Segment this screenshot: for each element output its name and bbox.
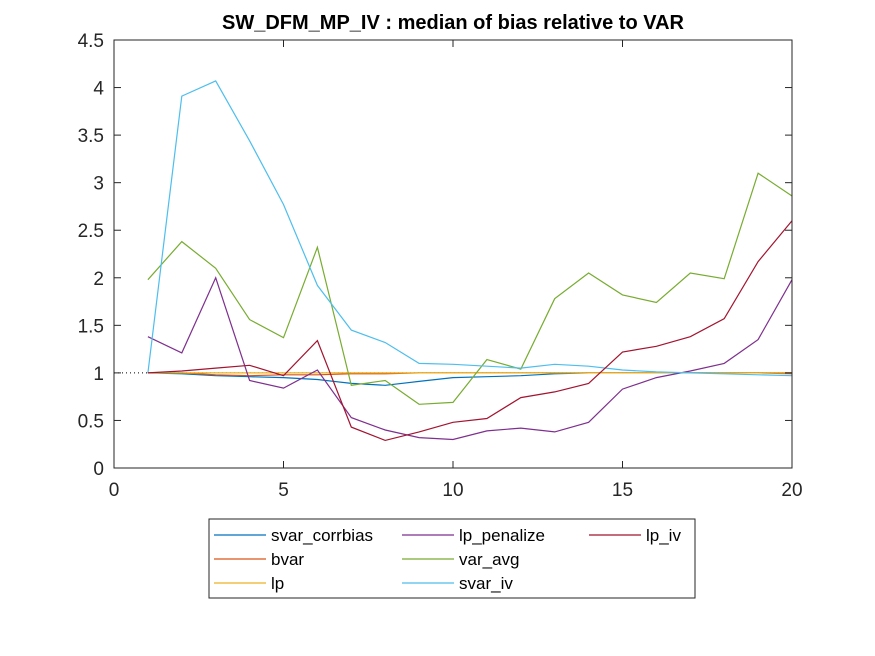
y-tick-label: 4.5: [78, 31, 104, 52]
legend-label-lp-iv: lp_iv: [646, 526, 681, 545]
y-tick-label: 3: [93, 174, 104, 195]
series-layer: [147, 80, 793, 442]
x-tick-label: 15: [612, 480, 633, 501]
x-tick-label: 5: [278, 480, 289, 501]
y-tick-label: 0.5: [78, 411, 104, 432]
x-tick-label: 20: [781, 480, 802, 501]
legend-label-svar-corrbias: svar_corrbias: [271, 526, 373, 545]
y-tick-label: 1: [93, 364, 104, 385]
y-tick-label: 2: [93, 269, 104, 290]
x-tick-label: 0: [109, 480, 120, 501]
series-line-lp-penalize: [147, 276, 793, 441]
series-line-svar-iv: [147, 80, 793, 377]
series-line-var-avg: [147, 172, 793, 405]
series-line-lp-iv: [147, 220, 793, 442]
y-axis-ticks: 0 0.5 1 1.5 2 2.5 3 3.5 4 4.5: [78, 31, 792, 480]
chart-title: SW_DFM_MP_IV : median of bias relative t…: [222, 12, 685, 34]
y-tick-label: 4: [93, 79, 104, 100]
plot-area-frame: [113, 39, 793, 469]
x-tick-label: 10: [442, 480, 463, 501]
series-line-svar-corrbias: [147, 372, 792, 386]
y-tick-label: 1.5: [78, 316, 104, 337]
legend-label-lp: lp: [271, 574, 284, 593]
legend-label-bvar: bvar: [271, 550, 304, 569]
y-tick-label: 2.5: [78, 221, 104, 242]
y-tick-label: 0: [93, 459, 104, 480]
y-tick-label: 3.5: [78, 126, 104, 147]
legend-label-svar-iv: svar_iv: [459, 574, 513, 593]
x-axis-ticks: 0 5 10 15 20: [109, 40, 803, 501]
legend-label-lp-penalize: lp_penalize: [459, 526, 545, 545]
legend-label-var-avg: var_avg: [459, 550, 519, 569]
